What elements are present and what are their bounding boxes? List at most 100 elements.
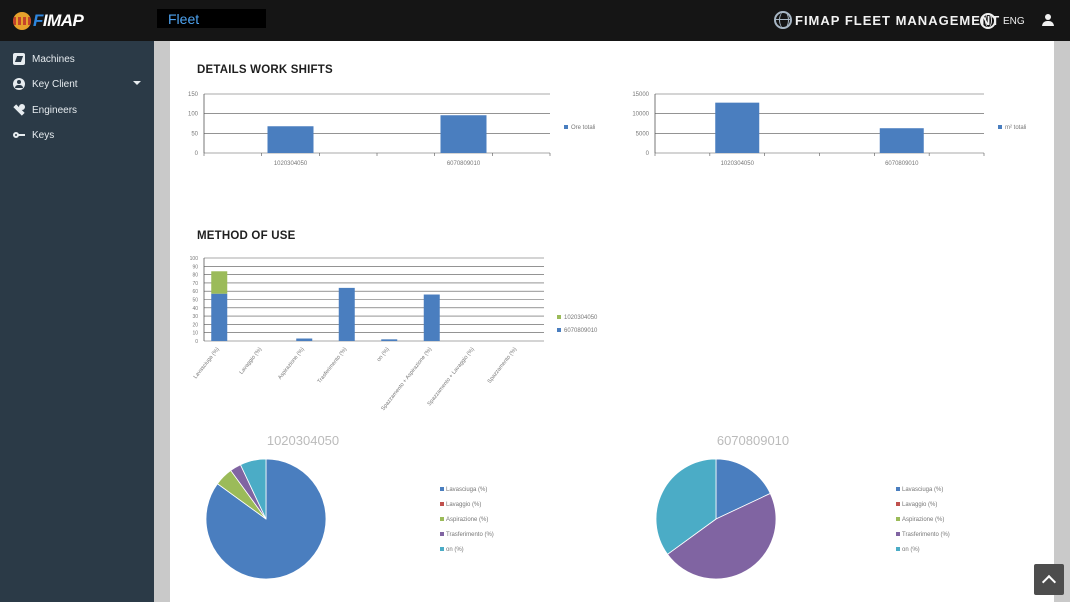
sidebar-item-keys[interactable]: Keys [0,124,154,146]
y-tick-label: 0 [195,339,198,345]
page-tab-fleet[interactable]: Fleet [157,9,266,28]
y-tick-label: 100 [188,112,199,118]
stacked-bar-segment [423,294,440,341]
legend-label: Lavasciuga (%) [446,487,487,493]
y-tick-label: 50 [192,298,198,304]
sidebar: Machines Key Client Engineers Keys [0,41,154,602]
machines-icon [13,53,25,65]
y-tick-label: 5000 [636,131,650,137]
legend-label: on (%) [902,547,920,553]
fimap-logo[interactable]: FIMAP [13,10,84,31]
legend-label: Trasferimento (%) [446,532,494,538]
section-title-method: METHOD OF USE [197,230,296,242]
sidebar-item-key-client[interactable]: Key Client [0,73,154,95]
y-tick-label: 0 [195,151,199,157]
bar [440,115,487,153]
x-tick-label: Trasferimento (%) [317,346,349,384]
sidebar-item-machines[interactable]: Machines [0,48,154,70]
legend-swatch [896,517,900,521]
y-tick-label: 10000 [632,112,649,118]
page-tab-label: Fleet [168,11,200,27]
pie-slice [715,458,771,520]
legend-swatch [896,532,900,536]
x-tick-label: 6070809010 [447,161,481,167]
pie-slice [655,458,717,555]
y-tick-label: 40 [192,306,198,312]
user-icon[interactable] [1042,14,1054,27]
legend-swatch [440,487,444,491]
stacked-bar-segment [211,271,228,294]
top-bar: FIMAP Fleet FIMAP FLEET MANAGEMENT ENG [0,0,1070,41]
logo-letter: F [33,10,43,30]
legend-label: Aspirazione (%) [902,517,944,523]
y-tick-label: 30 [192,314,198,320]
sidebar-item-label: Keys [32,129,55,141]
bar [879,128,924,153]
legend-swatch [440,502,444,506]
language-label: ENG [1003,15,1025,27]
legend-label: Lavaggio (%) [446,502,481,508]
pie-title: 6070809010 [717,433,789,448]
y-tick-label: 70 [192,281,198,287]
legend-swatch [440,547,444,551]
x-tick-label: Spazzamento (%) [487,346,519,384]
legend-label: Lavaggio (%) [902,502,937,508]
sidebar-item-engineers[interactable]: Engineers [0,99,154,121]
legend-label: Ore totali [571,125,595,131]
y-tick-label: 50 [191,131,198,137]
language-globe-icon [980,13,996,29]
x-tick-label: 1020304050 [274,161,308,167]
y-tick-label: 150 [188,92,199,98]
brand-title: FIMAP FLEET MANAGEMENT [795,12,1001,28]
x-tick-label: Spazzamento + Aspirazione (%) [380,346,433,412]
sidebar-item-label: Engineers [32,104,78,116]
charts-canvas: 0 50 100 150 1020304050 6070809010 Ore totali 0… [188,92,1026,580]
scroll-to-top-button[interactable] [1034,564,1064,595]
x-tick-label: on (%) [376,346,391,363]
pie-slice [205,458,327,580]
logo-text: FIMAP [33,10,84,31]
y-tick-label: 80 [192,273,198,279]
legend-swatch [998,125,1002,129]
legend-label: Lavasciuga (%) [902,487,943,493]
main-content: DETAILS WORK SHIFTS METHOD OF USE 0 50 100… [170,41,1054,602]
sidebar-item-label: Machines [32,53,75,65]
x-tick-label: 1020304050 [721,161,755,167]
language-selector[interactable]: ENG [980,13,1025,29]
bar [267,126,314,153]
legend-label: Aspirazione (%) [446,517,488,523]
y-tick-label: 60 [192,289,198,295]
wrench-icon [13,104,25,116]
account-circle-icon [13,78,25,90]
logo-word: IMAP [42,10,84,30]
x-tick-label: Lavaggio (%) [239,346,264,375]
legend-swatch [440,517,444,521]
globe-icon [774,11,792,29]
legend-swatch [896,547,900,551]
x-tick-label: Aspirazione (%) [277,346,306,380]
y-tick-label: 20 [192,322,198,328]
legend-label: on (%) [446,547,464,553]
legend-swatch [564,125,568,129]
pie-title: 1020304050 [267,433,339,448]
x-tick-label: 6070809010 [885,161,919,167]
sidebar-item-label: Key Client [32,78,78,90]
x-tick-label: Lavasciuga (%) [193,346,221,380]
stacked-bar-segment [211,293,228,341]
pie-slice [239,458,267,520]
stacked-bar-segment [296,338,313,341]
legend-swatch [896,502,900,506]
bar [715,102,760,153]
legend-swatch [440,532,444,536]
y-tick-label: 0 [646,151,650,157]
x-tick-label: Spazzamento + Lavaggio (%) [427,346,476,407]
stacked-bar-segment [381,339,398,341]
legend-label: 6070809010 [564,328,598,334]
legend-swatch [896,487,900,491]
pie-slice [666,492,777,580]
logo-globe-icon [13,11,31,30]
legend-label: m² totali [1005,125,1026,131]
chevron-down-icon[interactable] [133,81,141,85]
y-tick-label: 15000 [632,92,649,98]
y-tick-label: 90 [192,264,198,270]
